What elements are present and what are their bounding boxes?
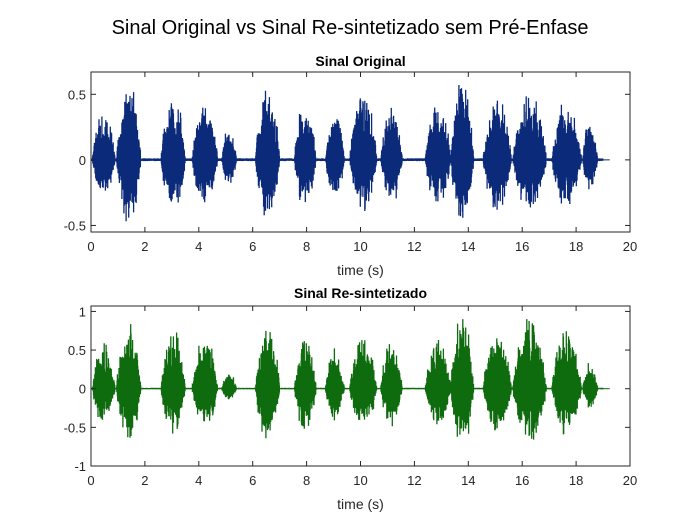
axes-original-xtick-label: 4 — [195, 239, 202, 254]
axes-resynth: Sinal Re-sintetizado time (s) 0 2 4 6 8 10 12 1… — [64, 285, 638, 512]
axes-resynth-ytick-label: -0.5 — [64, 420, 86, 435]
axes-resynth-xtick-label: 12 — [407, 473, 421, 488]
axes-resynth-xlabel: time (s) — [337, 496, 384, 512]
axes-original-xtick-label: 20 — [623, 239, 637, 254]
axes-resynth-xtick-label: 18 — [569, 473, 583, 488]
axes-original-ytick-label: 0 — [79, 153, 86, 168]
axes-resynth-ytick-label: 0.5 — [68, 343, 86, 358]
figure-suptitle: Sinal Original vs Sinal Re-sintetizado s… — [112, 17, 589, 39]
axes-original-xtick-label: 2 — [141, 239, 148, 254]
axes-original-xtick-label: 16 — [515, 239, 529, 254]
axes-resynth-ytick-label: -1 — [74, 459, 86, 474]
axes-original-xtick-label: 18 — [569, 239, 583, 254]
axes-resynth-xtick-label: 8 — [303, 473, 310, 488]
axes-resynth-xtick-label: 14 — [461, 473, 475, 488]
axes-original-xtick-label: 8 — [303, 239, 310, 254]
axes-original-xtick-label: 14 — [461, 239, 475, 254]
axes-original-title: Sinal Original — [315, 53, 405, 69]
axes-resynth-xtick-label: 16 — [515, 473, 529, 488]
axes-resynth-xtick-label: 10 — [353, 473, 367, 488]
axes-original-xtick-label: 6 — [249, 239, 256, 254]
axes-original-xtick-label: 10 — [353, 239, 367, 254]
axes-resynth-xtick-label: 0 — [87, 473, 94, 488]
axes-resynth-xtick-label: 6 — [249, 473, 256, 488]
axes-resynth-ytick-label: 1 — [79, 304, 86, 319]
axes-resynth-xtick-label: 20 — [623, 473, 637, 488]
axes-original-ytick-label: -0.5 — [64, 218, 86, 233]
axes-original-xlabel: time (s) — [337, 262, 384, 278]
axes-resynth-xtick-label: 2 — [141, 473, 148, 488]
axes-resynth-ytick-label: 0 — [79, 382, 86, 397]
axes-original-xtick-label: 12 — [407, 239, 421, 254]
axes-original-xtick-label: 0 — [87, 239, 94, 254]
axes-original: Sinal Original time (s) 0 2 4 6 8 10 12 14 16 18 2… — [64, 53, 638, 278]
axes-resynth-title: Sinal Re-sintetizado — [294, 285, 427, 301]
axes-original-ytick-label: 0.5 — [68, 87, 86, 102]
axes-resynth-xtick-label: 4 — [195, 473, 202, 488]
